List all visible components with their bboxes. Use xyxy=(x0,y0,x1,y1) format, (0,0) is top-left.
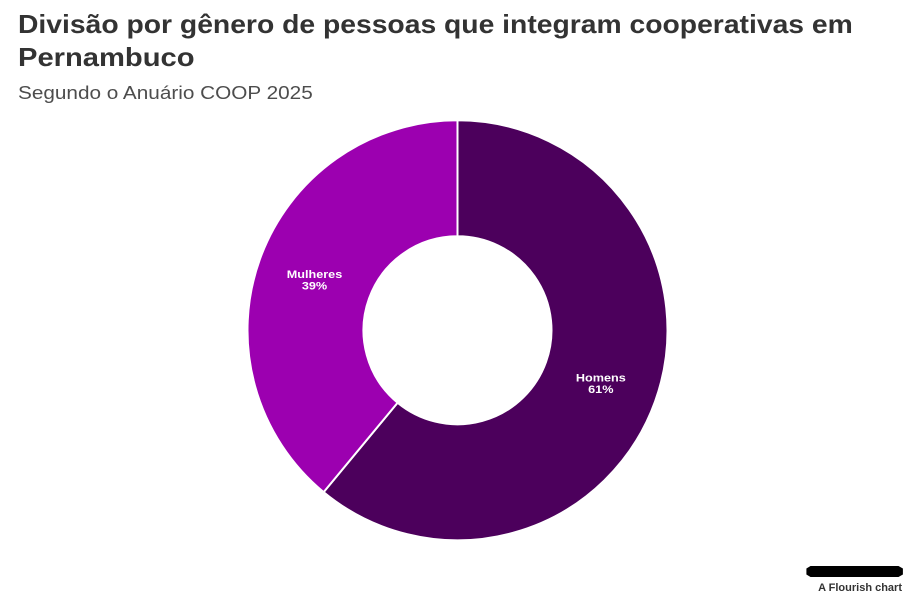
svg-text:Homens: Homens xyxy=(576,371,626,384)
svg-text:61%: 61% xyxy=(588,383,614,396)
svg-text:Mulheres: Mulheres xyxy=(287,268,343,281)
svg-text:39%: 39% xyxy=(302,279,328,292)
